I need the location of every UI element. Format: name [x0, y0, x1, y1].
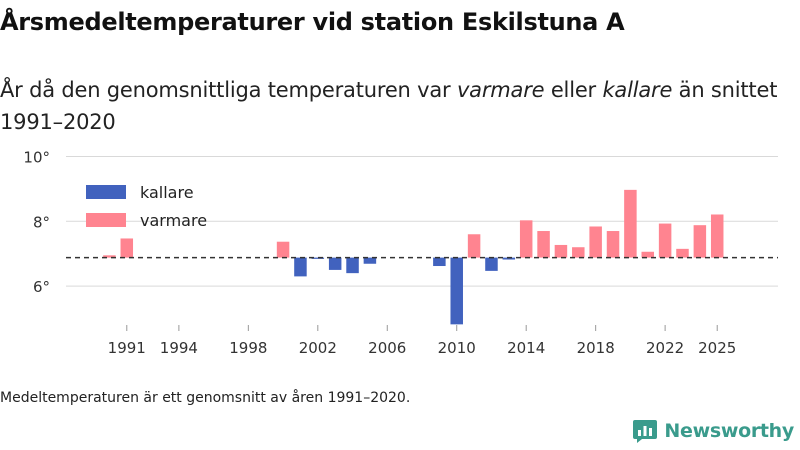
legend-swatch [86, 185, 126, 199]
x-tick-label: 1994 [160, 339, 198, 357]
subtitle-part-2: eller [544, 78, 603, 102]
legend-label: kallare [140, 183, 194, 202]
y-tick-label: 6° [33, 278, 50, 296]
bar [311, 257, 325, 259]
bar [485, 257, 498, 271]
bar [433, 257, 446, 267]
bar [537, 231, 550, 258]
x-tick-label: 2022 [646, 339, 684, 357]
x-tick-label: 2006 [368, 339, 406, 357]
subtitle-warm-word: varmare [456, 78, 545, 102]
subtitle-part-1: År då den genomsnittliga temperaturen va… [0, 78, 457, 102]
subtitle-part-3: än snittet 1991–2020 [0, 78, 778, 134]
bar [346, 257, 359, 274]
x-tick-label: 1998 [229, 339, 267, 357]
x-tick-label: 2018 [577, 339, 615, 357]
bar [710, 214, 724, 258]
bar [658, 223, 672, 258]
newsworthy-logo-icon [633, 420, 658, 443]
y-tick-label: 8° [33, 213, 50, 231]
bar-chart: 6° 8° 10° 1991 1994 1998 2002 2006 2010 2014 2018 2… [23, 150, 778, 357]
bar [676, 248, 689, 258]
bar [450, 257, 463, 325]
bar [572, 247, 585, 258]
x-tick-label: 2014 [507, 339, 545, 357]
bar [624, 189, 637, 258]
bar [276, 241, 290, 258]
bar [554, 244, 568, 258]
legend-swatch [86, 213, 126, 227]
bar [502, 257, 516, 260]
brand-logo: Newsworthy [632, 418, 794, 444]
bar [363, 257, 377, 264]
bar [589, 226, 602, 258]
bar [120, 238, 134, 258]
brand-name: Newsworthy [664, 420, 794, 442]
bar [467, 234, 481, 258]
x-tick-label: 1991 [108, 339, 146, 357]
bar [294, 257, 307, 277]
chart-title: Årsmedeltemperaturer vid station Eskilst… [0, 8, 625, 36]
legend-label: varmare [140, 211, 207, 230]
x-tick-label: 2010 [438, 339, 476, 357]
x-tick-label: 2002 [299, 339, 337, 357]
y-tick-label: 10° [23, 150, 50, 166]
x-tick-label: 2025 [698, 339, 736, 357]
bar [328, 257, 342, 270]
chart-subtitle: År då den genomsnittliga temperaturen va… [0, 74, 790, 138]
bar [606, 231, 620, 258]
subtitle-cold-word: kallare [602, 78, 673, 102]
bar [693, 225, 707, 258]
bar [519, 220, 533, 258]
bar [641, 251, 655, 258]
bar [103, 255, 116, 258]
footnote: Medeltemperaturen är ett genomsnitt av å… [0, 390, 411, 406]
